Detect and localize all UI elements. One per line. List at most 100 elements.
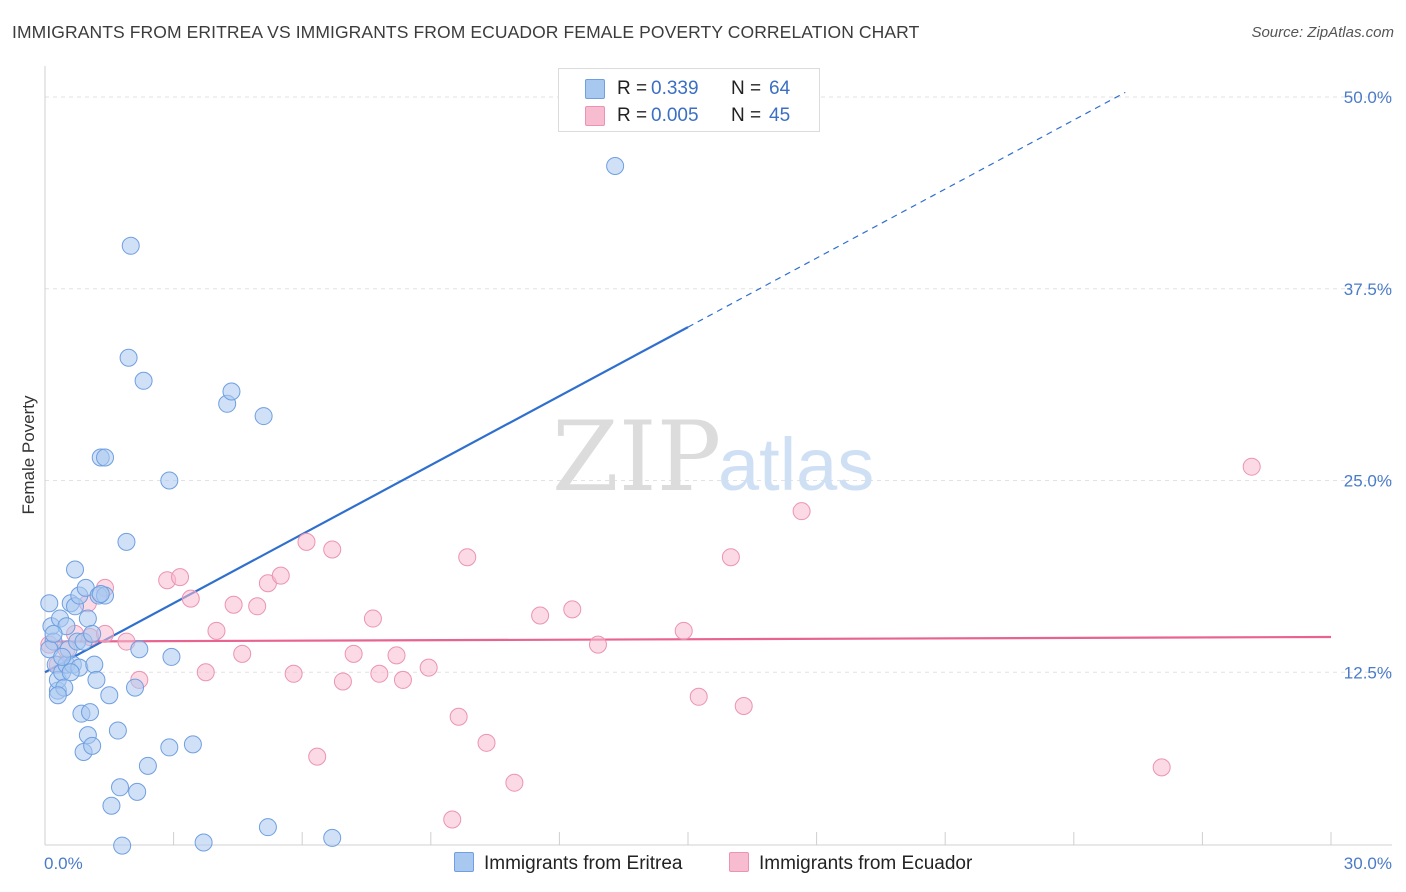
- ecuador-point: [477, 733, 496, 752]
- source-credit: Source: ZipAtlas.com: [1251, 24, 1394, 41]
- eritrea-trend-extension: [687, 91, 1126, 328]
- r-value: 0.005: [651, 105, 699, 126]
- y-tick-label: 12.5%: [1344, 663, 1392, 682]
- y-axis-label: Female Poverty: [19, 395, 38, 515]
- ecuador-trend-line: [44, 635, 1332, 643]
- n-value: 45: [769, 105, 791, 126]
- ecuador-point: [531, 606, 550, 625]
- eritrea-swatch: [585, 79, 605, 99]
- ecuador-point: [419, 658, 438, 677]
- eritrea-point: [44, 624, 63, 643]
- legend-item-ecuador: Immigrants from Ecuador: [729, 852, 972, 876]
- eritrea-point: [160, 738, 179, 757]
- ecuador-point: [271, 566, 290, 585]
- ecuador-point: [370, 664, 389, 683]
- eritrea-trend-line: [44, 326, 689, 674]
- eritrea-point: [78, 609, 97, 628]
- ecuador-point: [1242, 457, 1261, 476]
- eritrea-point: [83, 736, 102, 755]
- legend-row-ecuador: R = 0.005 N = 45: [559, 102, 819, 128]
- ecuador-point: [689, 687, 708, 706]
- ecuador-point: [284, 664, 303, 683]
- ecuador-point: [792, 502, 811, 521]
- correlation-legend: R = 0.339 N = 64 R = 0.005 N = 45: [558, 68, 820, 132]
- ecuador-point: [387, 646, 406, 665]
- eritrea-point: [117, 532, 136, 551]
- r-label: R =: [617, 105, 648, 126]
- ecuador-point: [449, 707, 468, 726]
- ecuador-point: [443, 810, 462, 829]
- ecuador-point: [333, 672, 352, 691]
- ecuador-swatch: [585, 106, 605, 126]
- eritrea-point: [130, 640, 149, 659]
- ecuador-point: [224, 595, 243, 614]
- ecuador-point: [248, 597, 267, 616]
- r-value: 0.339: [651, 78, 699, 99]
- ecuador-point: [458, 548, 477, 567]
- ecuador-point: [393, 670, 412, 689]
- eritrea-point: [66, 560, 85, 579]
- eritrea-point: [61, 663, 80, 682]
- eritrea-point: [48, 686, 67, 705]
- eritrea-point: [91, 585, 110, 604]
- y-tick-label: 37.5%: [1344, 280, 1392, 299]
- gridlines: [45, 96, 1392, 673]
- ecuador-point: [196, 663, 215, 682]
- ecuador-point: [1152, 758, 1171, 777]
- eritrea-point: [119, 348, 138, 367]
- ecuador-point: [233, 644, 252, 663]
- watermark: ZIP atlas: [552, 401, 874, 513]
- eritrea-point: [83, 624, 102, 643]
- ecuador-point: [563, 600, 582, 619]
- eritrea-point: [113, 836, 132, 855]
- ecuador-point: [297, 532, 316, 551]
- r-label: R =: [617, 78, 648, 99]
- ecuador-point: [323, 540, 342, 559]
- eritrea-legend-swatch: [454, 852, 474, 872]
- n-label: N =: [731, 105, 762, 126]
- ecuador-point: [734, 696, 753, 715]
- eritrea-point: [53, 647, 72, 666]
- eritrea-point: [87, 670, 106, 689]
- y-tick-label: 25.0%: [1344, 472, 1392, 491]
- ecuador-points: [40, 457, 1261, 829]
- watermark-atlas: atlas: [718, 423, 874, 506]
- eritrea-point: [108, 721, 127, 740]
- eritrea-points: [40, 157, 625, 855]
- ecuador-point: [181, 589, 200, 608]
- ecuador-point: [207, 621, 226, 640]
- ecuador-point: [721, 548, 740, 567]
- ecuador-point: [308, 747, 327, 766]
- eritrea-point: [606, 157, 625, 176]
- x-tick-label: 0.0%: [44, 854, 83, 873]
- eritrea-point: [40, 594, 59, 613]
- ecuador-legend-swatch: [729, 852, 749, 872]
- eritrea-point: [111, 778, 130, 797]
- eritrea-point: [128, 782, 147, 801]
- eritrea-point: [85, 655, 104, 674]
- chart-title: IMMIGRANTS FROM ERITREA VS IMMIGRANTS FR…: [12, 22, 920, 42]
- axes: [44, 66, 1392, 846]
- eritrea-point: [81, 703, 100, 722]
- eritrea-point: [183, 735, 202, 754]
- ecuador-point: [171, 568, 190, 587]
- eritrea-point: [138, 756, 157, 775]
- n-label: N =: [731, 78, 762, 99]
- eritrea-point: [323, 828, 342, 847]
- eritrea-point: [126, 678, 145, 697]
- legend-row-eritrea: R = 0.339 N = 64: [559, 75, 819, 101]
- y-tick-label: 50.0%: [1344, 88, 1392, 107]
- eritrea-point: [160, 471, 179, 490]
- eritrea-legend-label: Immigrants from Eritrea: [484, 853, 683, 874]
- eritrea-point: [102, 796, 121, 815]
- eritrea-point: [222, 382, 241, 401]
- eritrea-point: [258, 818, 277, 837]
- x-tick-label: 30.0%: [1344, 854, 1392, 873]
- ecuador-point: [674, 621, 693, 640]
- n-value: 64: [769, 78, 791, 99]
- tick-labels: 12.5% 25.0% 37.5% 50.0% 0.0% 30.0%: [44, 88, 1392, 873]
- legend-item-eritrea: Immigrants from Eritrea: [454, 852, 682, 876]
- ecuador-point: [363, 609, 382, 628]
- ecuador-legend-label: Immigrants from Ecuador: [759, 853, 973, 874]
